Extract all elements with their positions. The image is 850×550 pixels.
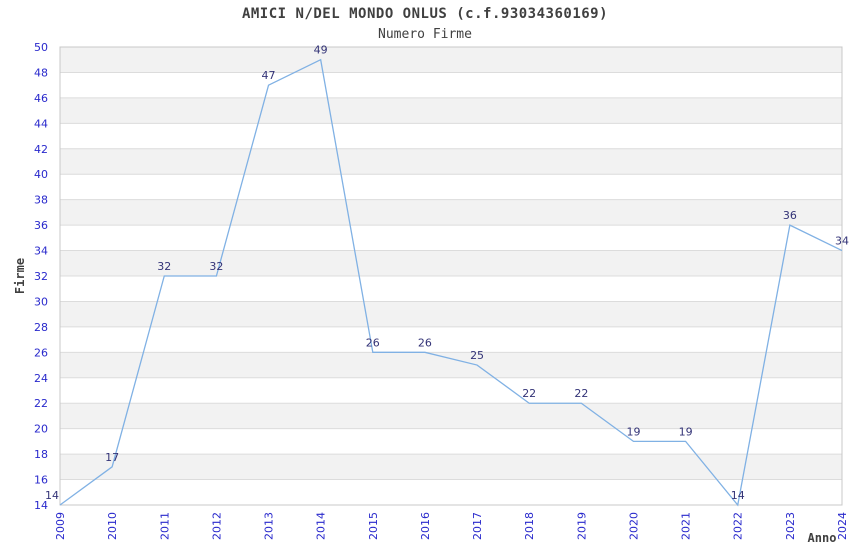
y-tick-label: 46 <box>34 92 48 105</box>
data-point-label: 22 <box>522 387 536 400</box>
plot-band <box>60 47 842 73</box>
plot-band <box>60 454 842 480</box>
y-tick-label: 44 <box>34 117 48 130</box>
y-tick-label: 40 <box>34 168 48 181</box>
data-point-label: 49 <box>314 44 328 57</box>
plot-band <box>60 403 842 429</box>
plot-band <box>60 301 842 327</box>
plot-band <box>60 97 842 124</box>
plot-border <box>59 46 843 506</box>
x-tick-label: 2020 <box>627 512 640 540</box>
y-tick-label: 42 <box>34 143 48 156</box>
x-tick-label: 2009 <box>54 512 67 540</box>
x-tick-label: 2017 <box>471 512 484 540</box>
data-point-label: 14 <box>45 489 59 502</box>
x-tick-label: 2021 <box>680 512 693 540</box>
plot-band <box>60 199 842 226</box>
x-tick-label: 2011 <box>158 512 171 540</box>
data-point-label: 17 <box>105 451 119 464</box>
y-tick-label: 18 <box>34 448 48 461</box>
y-tick-label: 14 <box>34 499 48 512</box>
y-tick-label: 16 <box>34 474 48 487</box>
data-point-label: 34 <box>835 235 849 248</box>
plot-band <box>60 352 842 378</box>
data-point-label: 22 <box>574 387 588 400</box>
y-tick-label: 20 <box>34 423 48 436</box>
y-axis-title: Firme <box>13 258 27 294</box>
y-tick-label: 22 <box>34 397 48 410</box>
y-tick-label: 50 <box>34 41 48 54</box>
y-tick-label: 36 <box>34 219 48 232</box>
data-point-label: 19 <box>679 425 693 438</box>
x-tick-label: 2012 <box>210 512 223 540</box>
x-tick-label: 2013 <box>263 512 276 540</box>
x-tick-label: 2019 <box>575 512 588 540</box>
plot-band <box>60 250 842 276</box>
data-point-label: 19 <box>626 425 640 438</box>
data-point-label: 26 <box>418 336 432 349</box>
chart-subtitle: Numero Firme <box>378 27 472 42</box>
data-point-label: 47 <box>262 69 276 82</box>
data-point-label: 26 <box>366 336 380 349</box>
x-tick-label: 2016 <box>419 512 432 540</box>
line-series <box>59 58 843 507</box>
x-tick-label: 2015 <box>367 512 380 540</box>
data-point-label: 32 <box>157 260 171 273</box>
y-tick-label: 24 <box>34 372 48 385</box>
y-tick-label: 34 <box>34 245 48 258</box>
data-point-label: 36 <box>783 209 797 222</box>
y-tick-label: 38 <box>34 194 48 207</box>
data-point-label: 32 <box>209 260 223 273</box>
x-tick-label: 2023 <box>784 512 797 540</box>
data-point-label: 25 <box>470 349 484 362</box>
x-axis-title: Anno <box>808 531 837 545</box>
x-tick-label: 2010 <box>106 512 119 540</box>
x-tick-label: 2018 <box>523 512 536 540</box>
y-tick-label: 32 <box>34 270 48 283</box>
y-tick-label: 26 <box>34 346 48 359</box>
chart-title: AMICI N/DEL MONDO ONLUS (c.f.93034360169… <box>241 6 609 22</box>
y-tick-label: 28 <box>34 321 48 334</box>
x-tick-label: 2024 <box>836 512 849 540</box>
x-tick-label: 2022 <box>732 512 745 540</box>
x-tick-label: 2014 <box>315 512 328 540</box>
data-point-label: 14 <box>731 489 745 502</box>
y-tick-label: 30 <box>34 295 48 308</box>
y-tick-label: 48 <box>34 66 48 79</box>
plot-band <box>60 148 842 175</box>
